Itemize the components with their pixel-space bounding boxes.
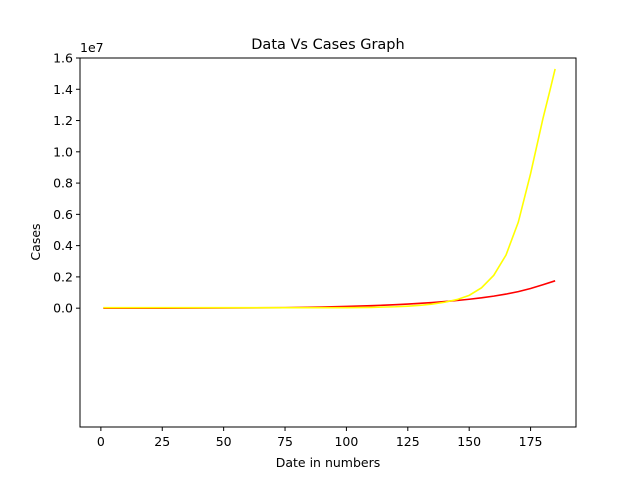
series-layer bbox=[103, 68, 556, 309]
y-tick-label: 1.0 bbox=[53, 144, 73, 159]
y-tick-label: 0.0 bbox=[53, 301, 73, 316]
x-tick-label: 150 bbox=[457, 434, 481, 449]
series-line-2 bbox=[103, 68, 556, 309]
y-tick-label: 0.2 bbox=[53, 269, 73, 284]
y-axis-ticks: 0.0 0.2 0.4 0.6 0.8 1.0 1.2 1.4 1.6 bbox=[53, 51, 80, 316]
y-offset-label: 1e7 bbox=[80, 40, 104, 55]
x-tick-label: 50 bbox=[216, 434, 232, 449]
x-axis-ticks: 0 25 50 75 100 125 150 175 bbox=[97, 427, 543, 449]
x-tick-label: 25 bbox=[154, 434, 170, 449]
chart-title: Data Vs Cases Graph bbox=[251, 37, 404, 53]
x-tick-label: 100 bbox=[334, 434, 358, 449]
x-tick-label: 125 bbox=[396, 434, 420, 449]
x-tick-label: 0 bbox=[97, 434, 105, 449]
x-axis-label: Date in numbers bbox=[276, 455, 381, 470]
x-tick-label: 175 bbox=[519, 434, 543, 449]
y-tick-label: 1.4 bbox=[53, 82, 73, 97]
y-tick-label: 1.6 bbox=[53, 51, 73, 66]
plot-frame bbox=[79, 57, 577, 428]
y-axis-label: Cases bbox=[28, 223, 43, 260]
y-tick-label: 0.8 bbox=[53, 176, 73, 191]
y-tick-label: 0.4 bbox=[53, 238, 73, 253]
y-tick-label: 0.6 bbox=[53, 207, 73, 222]
y-tick-label: 1.2 bbox=[53, 113, 73, 128]
x-tick-label: 75 bbox=[277, 434, 293, 449]
